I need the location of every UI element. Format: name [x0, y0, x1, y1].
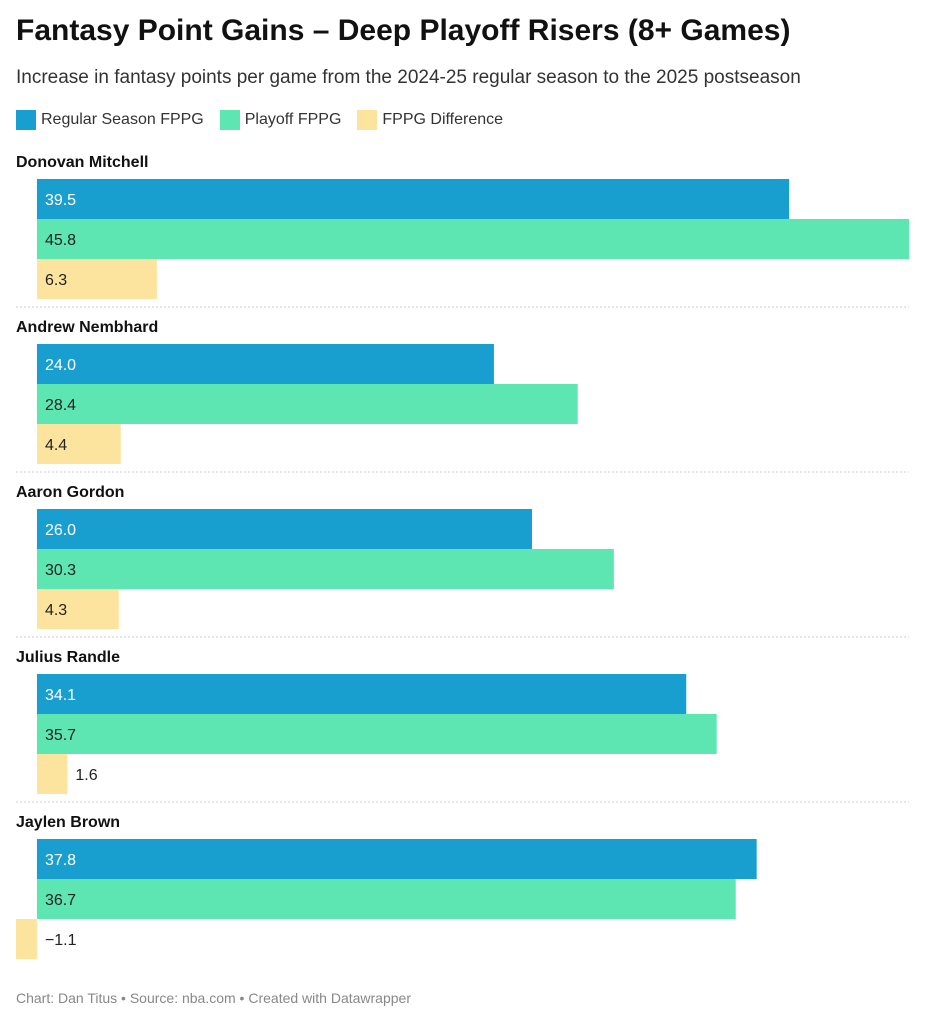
bar-andrew-nembhard-difference — [36, 424, 121, 464]
chart-title: Fantasy Point Gains – Deep Playoff Riser… — [16, 14, 791, 47]
legend-label-regular-season: Regular Season FPPG — [41, 111, 204, 128]
data-label-jaylen-brown-difference: −1.1 — [45, 932, 77, 949]
bar-julius-randle-regular-season — [36, 674, 687, 714]
chart-subtitle: Increase in fantasy points per game from… — [16, 67, 801, 88]
data-label-andrew-nembhard-regular-season: 24.0 — [45, 357, 76, 374]
bar-julius-randle-playoff — [36, 714, 717, 754]
category-label-aaron-gordon: Aaron Gordon — [16, 484, 124, 501]
legend-label-playoff: Playoff FPPG — [244, 111, 342, 128]
chart-footer: Chart: Dan Titus • Source: nba.com • Cre… — [16, 990, 411, 1006]
category-label-jaylen-brown: Jaylen Brown — [16, 814, 120, 831]
bar-jaylen-brown-difference — [16, 919, 37, 959]
data-label-donovan-mitchell-difference: 6.3 — [45, 272, 67, 289]
bar-aaron-gordon-regular-season — [36, 509, 532, 549]
legend-item-difference: FPPG Difference — [357, 110, 503, 130]
data-label-aaron-gordon-difference: 4.3 — [45, 602, 67, 619]
bar-julius-randle-difference — [36, 754, 68, 794]
category-label-donovan-mitchell: Donovan Mitchell — [16, 154, 148, 171]
legend-label-difference: FPPG Difference — [382, 111, 504, 128]
bar-donovan-mitchell-difference — [36, 259, 157, 299]
legend-swatch-difference — [357, 110, 378, 130]
data-label-donovan-mitchell-regular-season: 39.5 — [45, 192, 76, 209]
legend-item-regular-season: Regular Season FPPG — [16, 110, 204, 130]
bar-aaron-gordon-difference — [36, 589, 119, 629]
bar-jaylen-brown-regular-season — [36, 839, 757, 879]
bar-chart: Donovan Mitchell 39.5 45.8 6.3 Andrew Nembha… — [16, 154, 909, 959]
data-label-jaylen-brown-regular-season: 37.8 — [45, 852, 76, 869]
data-label-julius-randle-regular-season: 34.1 — [45, 687, 76, 704]
bar-andrew-nembhard-regular-season — [36, 344, 494, 384]
bar-donovan-mitchell-regular-season — [36, 179, 790, 219]
category-label-julius-randle: Julius Randle — [16, 649, 120, 666]
data-label-julius-randle-difference: 1.6 — [75, 767, 97, 784]
data-label-aaron-gordon-regular-season: 26.0 — [45, 522, 76, 539]
bar-donovan-mitchell-playoff — [36, 219, 909, 259]
legend-item-playoff: Playoff FPPG — [219, 110, 342, 130]
data-label-aaron-gordon-playoff: 30.3 — [45, 562, 76, 579]
bar-aaron-gordon-playoff — [36, 549, 614, 589]
legend-swatch-playoff — [219, 110, 240, 130]
data-label-donovan-mitchell-playoff: 45.8 — [45, 232, 76, 249]
data-label-andrew-nembhard-difference: 4.4 — [45, 437, 67, 454]
bar-jaylen-brown-playoff — [36, 879, 736, 919]
legend-swatch-regular-season — [16, 110, 36, 130]
legend: Regular Season FPPG Playoff FPPG FPPG Di… — [16, 110, 519, 130]
data-label-jaylen-brown-playoff: 36.7 — [45, 892, 76, 909]
category-label-andrew-nembhard: Andrew Nembhard — [16, 319, 158, 336]
data-label-julius-randle-playoff: 35.7 — [45, 727, 76, 744]
data-label-andrew-nembhard-playoff: 28.4 — [45, 397, 76, 414]
bar-andrew-nembhard-playoff — [36, 384, 578, 424]
